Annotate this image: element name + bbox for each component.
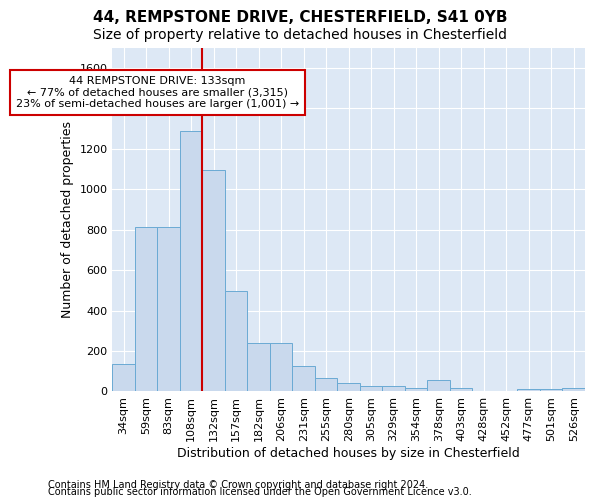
Bar: [382, 386, 405, 392]
Bar: [472, 391, 495, 392]
Bar: [157, 226, 180, 392]
Bar: [562, 388, 585, 392]
Text: 44 REMPSTONE DRIVE: 133sqm
← 77% of detached houses are smaller (3,315)
23% of s: 44 REMPSTONE DRIVE: 133sqm ← 77% of deta…: [16, 76, 299, 109]
Bar: [270, 344, 292, 392]
Bar: [337, 384, 360, 392]
Bar: [405, 388, 427, 392]
Bar: [112, 364, 135, 392]
Bar: [202, 170, 225, 392]
Bar: [495, 391, 517, 392]
Text: 44, REMPSTONE DRIVE, CHESTERFIELD, S41 0YB: 44, REMPSTONE DRIVE, CHESTERFIELD, S41 0…: [93, 10, 507, 25]
Bar: [427, 380, 450, 392]
Text: Contains HM Land Registry data © Crown copyright and database right 2024.: Contains HM Land Registry data © Crown c…: [48, 480, 428, 490]
Bar: [247, 344, 270, 392]
Text: Contains public sector information licensed under the Open Government Licence v3: Contains public sector information licen…: [48, 487, 472, 497]
Bar: [292, 366, 315, 392]
Bar: [540, 390, 562, 392]
Bar: [135, 226, 157, 392]
Bar: [450, 388, 472, 392]
Bar: [180, 132, 202, 392]
Bar: [517, 390, 540, 392]
Y-axis label: Number of detached properties: Number of detached properties: [61, 121, 74, 318]
Bar: [225, 292, 247, 392]
Bar: [360, 386, 382, 392]
Bar: [315, 378, 337, 392]
Text: Size of property relative to detached houses in Chesterfield: Size of property relative to detached ho…: [93, 28, 507, 42]
X-axis label: Distribution of detached houses by size in Chesterfield: Distribution of detached houses by size …: [177, 447, 520, 460]
